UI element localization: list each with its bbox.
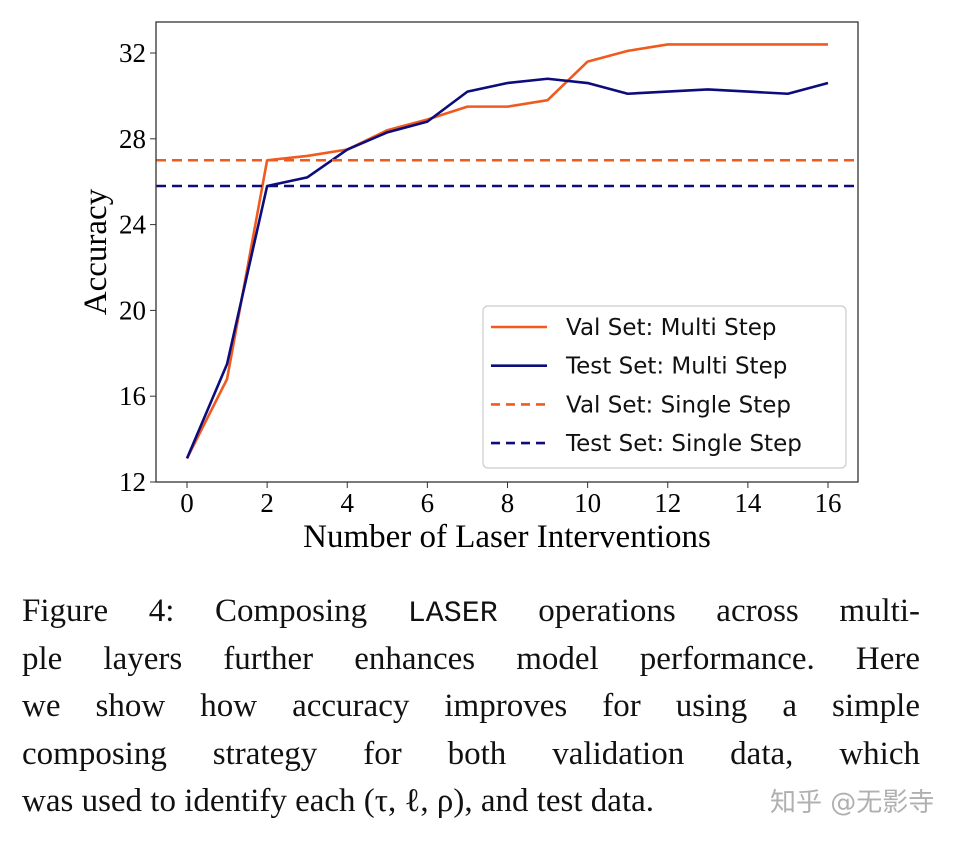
caption-line: ple layers further enhances model perfor…	[22, 640, 920, 677]
y-axis: 12 16 20 24 28 32	[119, 38, 156, 497]
legend: Val Set: Multi Step Test Set: Multi Step V…	[482, 305, 847, 469]
caption-line: composing strategy for both validation d…	[22, 735, 920, 772]
y-axis-label: Accuracy	[78, 188, 114, 315]
legend-label: Test Set: Multi Step	[565, 354, 787, 380]
x-tick-label: 0	[180, 488, 194, 518]
figure-caption: Figure 4: Composing LASER operations acr…	[22, 588, 920, 826]
x-tick-label: 10	[574, 488, 601, 518]
x-tick-label: 16	[815, 488, 842, 518]
x-tick-label: 12	[654, 488, 681, 518]
x-tick-label: 2	[260, 488, 274, 518]
x-tick-label: 6	[421, 488, 435, 518]
x-axis: 0 2 4 6 8 10 12 14 16	[180, 482, 842, 518]
caption-code: LASER	[407, 597, 498, 631]
x-axis-label: Number of Laser Interventions	[303, 519, 711, 555]
y-tick-label: 12	[119, 467, 146, 497]
legend-box	[482, 305, 847, 469]
y-tick-label: 24	[119, 210, 147, 240]
caption-text: Figure 4: Composing	[22, 593, 408, 629]
caption-line: we show how accuracy improves for using …	[22, 688, 920, 724]
plot-area	[156, 43, 858, 459]
y-tick-label: 16	[119, 381, 146, 411]
x-tick-label: 4	[341, 488, 355, 518]
caption-text: operations across multi-	[497, 593, 920, 629]
y-tick-label: 20	[119, 295, 146, 325]
x-tick-label: 8	[501, 488, 515, 518]
watermark: 知乎 @无影寺	[770, 788, 935, 818]
caption-line: Figure 4: Composing LASER operations acr…	[22, 588, 920, 636]
y-tick-label: 28	[119, 124, 146, 154]
x-tick-label: 14	[734, 488, 762, 518]
legend-label: Val Set: Single Step	[566, 392, 791, 418]
legend-label: Val Set: Multi Step	[566, 315, 776, 341]
y-tick-label: 32	[119, 38, 146, 68]
legend-label: Test Set: Single Step	[565, 431, 802, 457]
caption-line: was used to identify each (τ, ℓ, ρ), and…	[22, 783, 655, 819]
